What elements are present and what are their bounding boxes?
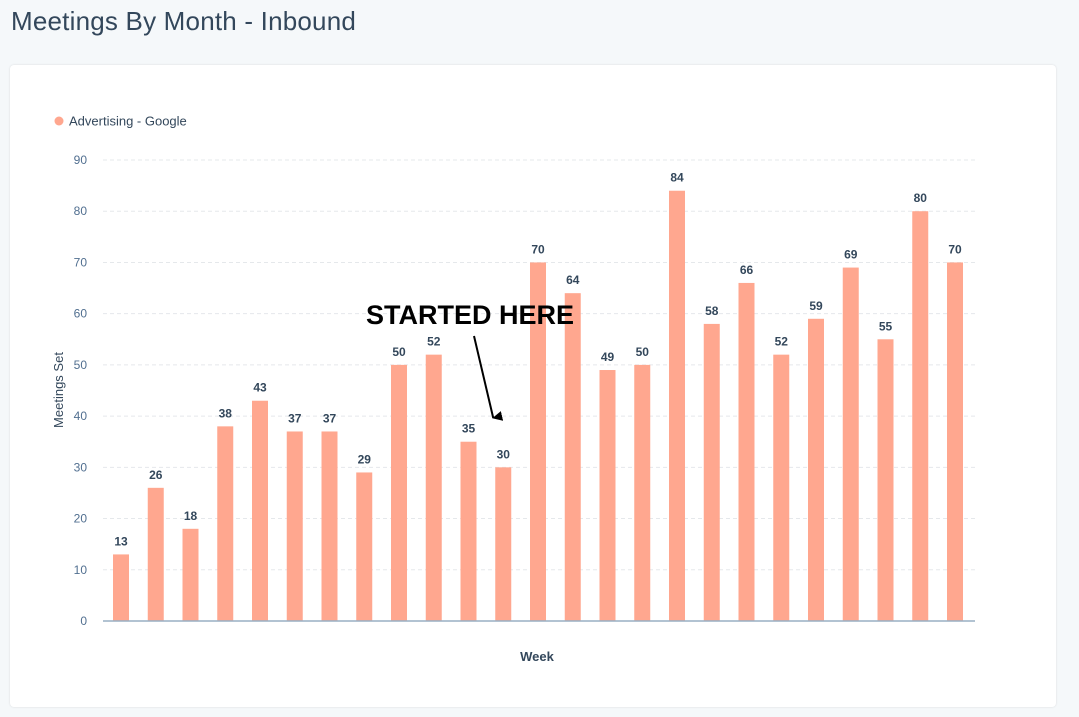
bar-value-label: 70 (531, 242, 545, 256)
bar[interactable] (182, 528, 199, 621)
bar[interactable] (321, 431, 338, 621)
bar-value-label: 29 (358, 452, 372, 466)
bar[interactable] (530, 262, 546, 621)
bar-value-label: 13 (114, 534, 128, 548)
bar-value-label: 50 (392, 345, 406, 359)
bar[interactable] (912, 211, 929, 621)
y-tick-label: 70 (74, 255, 88, 269)
bar[interactable] (564, 293, 581, 621)
bar[interactable] (773, 354, 790, 621)
bar[interactable] (113, 554, 129, 621)
y-tick-label: 40 (74, 409, 88, 423)
bar[interactable] (669, 190, 685, 621)
annotation-text: STARTED HERE (366, 300, 574, 330)
legend-label[interactable]: Advertising - Google (69, 114, 187, 129)
bar[interactable] (599, 370, 616, 621)
y-tick-label: 90 (74, 153, 88, 167)
bar-value-label: 84 (670, 171, 684, 185)
bar-value-label: 66 (740, 263, 754, 277)
bar-value-label: 58 (705, 304, 719, 318)
bar[interactable] (391, 364, 407, 621)
chart-annotation: STARTED HERE (366, 300, 574, 421)
chart-legend: Advertising - Google (54, 114, 187, 129)
x-axis-title: Week (520, 649, 554, 664)
chart-axes: 0 10 20 30 40 50 60 70 80 90 Week Meetings Set (51, 153, 975, 664)
y-tick-label: 60 (74, 307, 88, 321)
bar[interactable] (947, 262, 963, 621)
bar-value-label: 49 (601, 350, 615, 364)
bar-value-label: 35 (462, 422, 476, 436)
y-tick-label: 30 (74, 460, 88, 474)
y-tick-label: 10 (74, 563, 88, 577)
bar-value-label: 38 (219, 406, 233, 420)
bar[interactable] (147, 487, 164, 621)
bar[interactable] (738, 282, 755, 621)
bar[interactable] (634, 364, 651, 621)
bar-value-label: 59 (809, 299, 823, 313)
bar[interactable] (425, 354, 442, 621)
bar-value-label: 52 (775, 335, 789, 349)
chart-bars (113, 190, 963, 621)
y-tick-label: 0 (80, 614, 87, 628)
bar[interactable] (495, 467, 512, 621)
bar[interactable] (356, 472, 373, 621)
bar[interactable] (842, 267, 859, 621)
bar-value-label: 43 (253, 381, 267, 395)
page-title: Meetings By Month - Inbound (11, 6, 357, 36)
bar-value-label: 64 (566, 273, 580, 287)
bar-value-label: 26 (149, 468, 163, 482)
bar[interactable] (703, 323, 720, 621)
y-tick-label: 80 (74, 204, 88, 218)
bar-value-label: 55 (879, 319, 893, 333)
chart-data-labels: 13 26 18 38 43 37 37 29 50 52 35 30 70 64 49 50 84 58 66 52… (114, 171, 962, 549)
bar-value-label: 69 (844, 248, 858, 262)
bar-value-label: 37 (288, 411, 302, 425)
bar-value-label: 70 (948, 242, 962, 256)
bar-value-label: 80 (914, 191, 928, 205)
legend-swatch (54, 116, 64, 126)
y-tick-label: 50 (74, 358, 88, 372)
y-axis-title: Meetings Set (51, 352, 66, 428)
annotation-arrow (473, 335, 504, 421)
bar[interactable] (877, 339, 894, 621)
bar[interactable] (808, 318, 824, 621)
bar-value-label: 50 (636, 345, 650, 359)
y-tick-label: 20 (74, 512, 88, 526)
bar-value-label: 37 (323, 411, 337, 425)
bar-value-label: 18 (184, 509, 198, 523)
bar[interactable] (252, 400, 268, 621)
bar-value-label: 30 (497, 447, 511, 461)
bar[interactable] (286, 431, 303, 621)
bar-value-label: 52 (427, 335, 441, 349)
bar[interactable] (217, 426, 234, 621)
bar[interactable] (460, 441, 477, 621)
